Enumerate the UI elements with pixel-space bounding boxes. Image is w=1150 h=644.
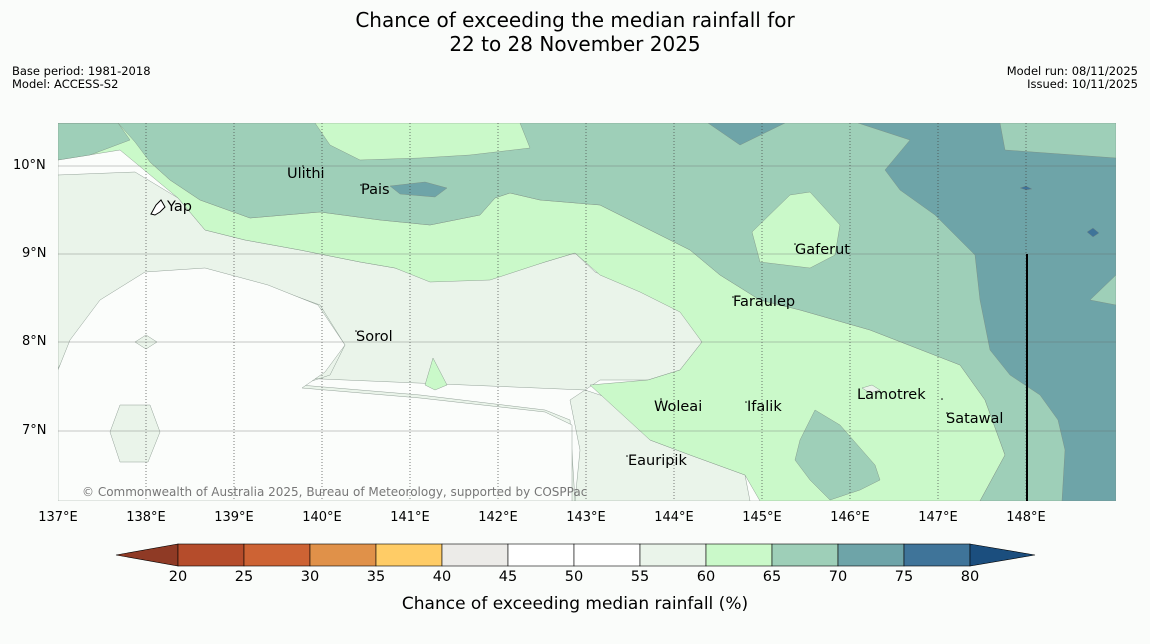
region-60-65-islet: [424, 357, 448, 391]
model-name: Model: ACCESS-S2: [12, 77, 119, 91]
region-70-75-blob: [389, 181, 448, 198]
lat-gridlines: [58, 165, 1116, 432]
colorbar-box: [771, 543, 839, 567]
place-label-satawal: Satawal: [946, 411, 1004, 427]
place-markers: [302, 165, 948, 457]
region-75-80-b: [1019, 185, 1033, 191]
colorbar-box: [177, 543, 245, 567]
issued-date: Issued: 10/11/2025: [1027, 77, 1138, 91]
colorbar-arrow-high: [969, 543, 1036, 567]
lon-tick: 146°E: [830, 510, 870, 525]
lon-tick: 141°E: [390, 510, 430, 525]
place-label-ulithi: Ulithi: [287, 166, 325, 182]
colorbar-label: 30: [300, 569, 320, 585]
colorbar-label: 45: [498, 569, 518, 585]
place-label-yap: Yap: [167, 199, 192, 215]
lat-tick: 10°N: [13, 158, 46, 173]
base-period: Base period: 1981-2018: [12, 64, 151, 78]
region-65-70: [58, 123, 1116, 501]
colorbar-label: 65: [762, 569, 782, 585]
colorbar-box: [639, 543, 707, 567]
colorbar-title: Chance of exceeding median rainfall (%): [401, 594, 749, 614]
title-line-2: 22 to 28 November 2025: [449, 32, 701, 56]
title-line-1: Chance of exceeding the median rainfall …: [355, 8, 795, 32]
region-60-65-top: [314, 123, 531, 161]
region-70-75: [707, 123, 1116, 501]
lon-tick: 140°E: [302, 510, 342, 525]
colorbar-box: [441, 543, 509, 567]
map-title: Chance of exceeding the median rainfall …: [0, 8, 1150, 56]
lon-tick: 147°E: [918, 510, 958, 525]
colorbar-label: 60: [696, 569, 716, 585]
place-label-lamotrek: Lamotrek: [857, 387, 926, 403]
place-label-pais: Pais: [361, 182, 390, 198]
colorbar-box: [243, 543, 311, 567]
lat-tick: 9°N: [22, 246, 47, 261]
colorbar-box: [375, 543, 443, 567]
colorbar-label: 40: [432, 569, 452, 585]
colorbar-box: [573, 543, 641, 567]
colorbar-label: 75: [894, 569, 914, 585]
colorbar-label: 25: [234, 569, 254, 585]
colorbar-label: 80: [960, 569, 980, 585]
colorbar-label: 50: [564, 569, 584, 585]
lon-tick: 138°E: [126, 510, 166, 525]
place-label-sorol: Sorol: [356, 329, 393, 345]
lon-tick: 148°E: [1006, 510, 1046, 525]
place-label-eauripik: Eauripik: [628, 453, 687, 469]
colorbar-label: 35: [366, 569, 386, 585]
lon-tick: 139°E: [214, 510, 254, 525]
lon-tick: 145°E: [742, 510, 782, 525]
colorbar-box: [507, 543, 575, 567]
gridlines: [145, 123, 1027, 501]
region-75-80-a: [1086, 227, 1100, 238]
copyright-notice: © Commonwealth of Australia 2025, Bureau…: [82, 485, 588, 499]
colorbar-box: [837, 543, 905, 567]
place-label-ifalik: Ifalik: [747, 399, 782, 415]
yap-island-shape: [150, 199, 166, 216]
region-55-60-islet: [109, 404, 161, 463]
metadata-right: Model run: 08/11/2025 Issued: 10/11/2025: [1007, 65, 1138, 91]
place-label-woleai: Woleai: [654, 399, 703, 415]
colorbar-label: 70: [828, 569, 848, 585]
place-label-gaferut: Gaferut: [795, 242, 850, 258]
lon-tick: 143°E: [566, 510, 606, 525]
colorbar-box: [903, 543, 971, 567]
region-65-70-south: [794, 409, 881, 501]
colorbar-box: [309, 543, 377, 567]
lon-tick: 144°E: [654, 510, 694, 525]
lat-tick: 7°N: [22, 423, 47, 438]
model-run: Model run: 08/11/2025: [1006, 64, 1138, 78]
region-45-55-sorol: [58, 267, 573, 501]
region-60-65-gaferut: [751, 191, 841, 269]
colorbar-label: 20: [168, 569, 188, 585]
colorbar-arrow-low: [115, 543, 179, 567]
lat-tick: 8°N: [22, 334, 47, 349]
colorbar-label: 55: [630, 569, 650, 585]
lon-tick: 137°E: [38, 510, 78, 525]
metadata-left: Base period: 1981-2018 Model: ACCESS-S2: [12, 65, 151, 91]
region-55-60-lamotrek: [861, 384, 881, 394]
place-label-faraulep: Faraulep: [733, 294, 796, 310]
lon-tick: 142°E: [478, 510, 518, 525]
colorbar-box: [705, 543, 773, 567]
